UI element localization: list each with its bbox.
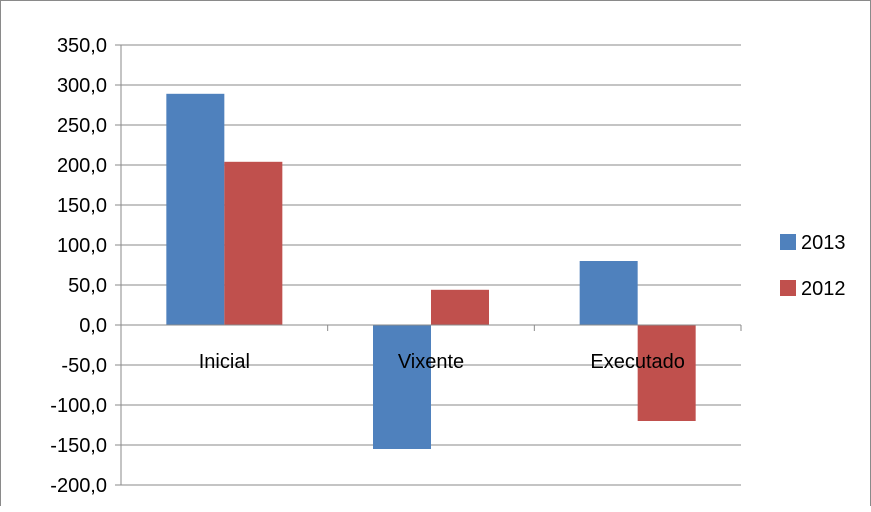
y-tick-label: 200,0 [57,155,107,177]
bar-2013-inicial [166,93,225,325]
legend: 2013 2012 [780,232,846,300]
legend-swatch [780,280,796,296]
y-tick-label: 0,0 [79,315,107,337]
y-tick-label: 250,0 [57,115,107,137]
bars [166,93,696,449]
bar-2012-vixente [431,289,489,325]
y-tick-label: -200,0 [50,475,107,497]
y-tick-label: 350,0 [57,35,107,57]
bar-2012-inicial [224,161,283,325]
y-tick-label: -100,0 [50,395,107,417]
y-tick-label: -50,0 [61,355,107,377]
legend-swatch [780,234,796,250]
category-label: Vixente [398,351,464,373]
axes [115,44,742,486]
category-labels: Inicial Vixente Executado [199,351,685,373]
y-tick-label: 300,0 [57,75,107,97]
y-tick-label: 50,0 [68,275,107,297]
bar-2013-vixente [373,325,431,449]
y-tick-label: 100,0 [57,235,107,257]
bar-2012-executado [637,325,696,421]
category-label: Inicial [199,351,250,373]
bar-2013-executado [579,261,638,325]
category-label: Executado [590,351,685,373]
y-tick-labels: 350,0 300,0 250,0 200,0 150,0 100,0 50,0 0,0 -50… [50,35,107,497]
y-tick-label: 150,0 [57,195,107,217]
legend-label: 2012 [801,278,846,300]
y-tick-label: -150,0 [50,435,107,457]
legend-label: 2013 [801,232,846,254]
